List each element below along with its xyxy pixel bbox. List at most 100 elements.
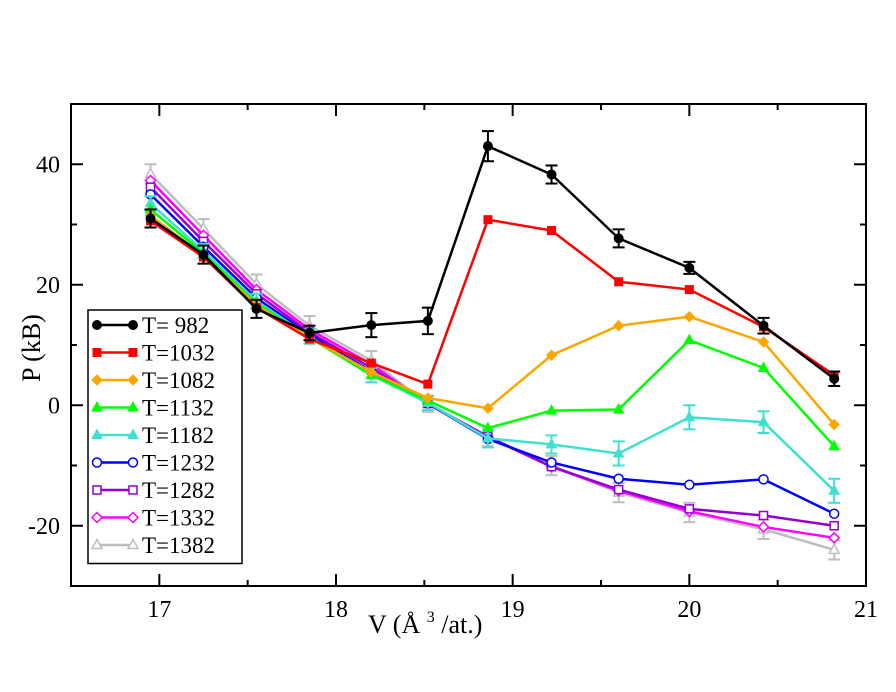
data-point bbox=[612, 446, 625, 458]
data-point bbox=[683, 410, 696, 422]
data-point bbox=[423, 379, 433, 389]
series-1232 bbox=[145, 189, 840, 519]
legend-label: T=1282 bbox=[142, 478, 215, 503]
data-point bbox=[612, 320, 625, 332]
y-tick-label: 40 bbox=[36, 152, 60, 178]
legend-label: T=1382 bbox=[142, 533, 215, 558]
data-point bbox=[482, 402, 494, 414]
data-point bbox=[545, 349, 558, 361]
legend-swatch-marker bbox=[90, 511, 104, 524]
legend-swatch-marker bbox=[128, 485, 138, 495]
data-point bbox=[758, 320, 769, 331]
data-point bbox=[613, 484, 624, 495]
x-tick-label: 20 bbox=[677, 597, 701, 623]
series-line bbox=[149, 173, 835, 552]
data-point bbox=[684, 285, 694, 295]
x-axis-label-tail: /at.) bbox=[441, 610, 482, 639]
series-1082 bbox=[144, 209, 840, 431]
x-axis-label: V (Å 3 /at.) bbox=[368, 599, 482, 639]
data-point bbox=[482, 421, 494, 433]
series-1132 bbox=[144, 202, 841, 451]
data-point bbox=[828, 418, 840, 431]
series-line bbox=[149, 144, 835, 380]
data-point bbox=[422, 315, 433, 326]
legend-swatch-marker bbox=[128, 320, 138, 330]
data-point bbox=[366, 320, 377, 331]
x-tick-label: 19 bbox=[501, 597, 525, 623]
data-point bbox=[145, 213, 156, 224]
data-point bbox=[757, 361, 770, 372]
legend-entry: T=1332 bbox=[90, 506, 215, 531]
y-tick-label: -20 bbox=[28, 514, 60, 540]
series-1332 bbox=[144, 174, 841, 544]
legend-label: T=1332 bbox=[142, 506, 215, 531]
series-line bbox=[149, 208, 836, 448]
legend-swatch-marker bbox=[91, 400, 103, 412]
data-point bbox=[613, 473, 624, 485]
series-982 bbox=[144, 130, 841, 387]
data-point bbox=[251, 303, 262, 314]
data-point bbox=[483, 215, 493, 225]
legend-swatch-marker bbox=[127, 400, 139, 412]
legend-swatch-marker bbox=[92, 485, 102, 495]
data-point bbox=[365, 366, 378, 378]
legend-swatch-marker bbox=[126, 511, 140, 524]
series-line bbox=[149, 202, 836, 492]
data-point bbox=[684, 479, 695, 491]
data-point bbox=[366, 358, 376, 368]
y-axis-label: P (kB) bbox=[17, 314, 46, 382]
data-point bbox=[828, 439, 841, 451]
legend-entry: T=1182 bbox=[91, 423, 214, 448]
data-point bbox=[684, 262, 695, 273]
x-tick-label: 17 bbox=[147, 597, 171, 623]
plot-area bbox=[144, 130, 841, 561]
series-line bbox=[149, 214, 836, 426]
legend-swatch-marker bbox=[127, 428, 139, 439]
data-point bbox=[546, 169, 557, 180]
series-line bbox=[149, 193, 835, 515]
data-point bbox=[828, 484, 841, 495]
data-point bbox=[757, 415, 770, 427]
data-point bbox=[545, 437, 558, 449]
data-point bbox=[684, 504, 695, 514]
data-point bbox=[612, 402, 625, 414]
data-point bbox=[758, 510, 769, 521]
data-point bbox=[828, 531, 841, 544]
legend-swatch-marker bbox=[91, 457, 103, 468]
legend-swatch-marker bbox=[92, 320, 102, 330]
data-point bbox=[546, 457, 557, 468]
legend-entry: T=1132 bbox=[91, 396, 214, 421]
data-point bbox=[614, 277, 624, 287]
legend-label: T= 982 bbox=[142, 313, 209, 338]
legend-swatch-marker bbox=[127, 457, 139, 468]
legend-entry: T=1032 bbox=[92, 341, 215, 366]
legend-label: T=1032 bbox=[142, 341, 215, 366]
axis-ticks: 17 18 19 20 21 -20 0 20 40 bbox=[28, 103, 878, 623]
legend-swatch-marker bbox=[128, 348, 138, 357]
x-axis-label-superscript: 3 bbox=[427, 609, 435, 626]
legend-entry: T=1232 bbox=[91, 451, 215, 476]
data-point bbox=[829, 521, 839, 531]
legend-entry: T=1082 bbox=[91, 368, 215, 393]
data-point bbox=[482, 141, 493, 152]
data-point bbox=[683, 333, 696, 345]
data-point bbox=[828, 508, 840, 519]
y-tick-label: 20 bbox=[36, 273, 60, 299]
series-1182 bbox=[144, 195, 841, 504]
legend-entry: T=1382 bbox=[90, 533, 215, 558]
legend-swatch-marker bbox=[91, 374, 103, 386]
legend-swatch-marker bbox=[91, 428, 103, 439]
legend-label: T=1232 bbox=[142, 451, 215, 476]
x-axis-label-main: V (Å bbox=[368, 610, 420, 639]
data-point bbox=[827, 542, 841, 555]
data-point bbox=[757, 336, 770, 348]
legend-entry: T= 982 bbox=[92, 313, 209, 338]
y-tick-label: 0 bbox=[48, 393, 60, 419]
x-tick-label: 21 bbox=[854, 597, 878, 623]
data-point bbox=[304, 327, 315, 338]
data-point bbox=[758, 474, 769, 485]
data-point bbox=[757, 520, 770, 534]
x-tick-label: 18 bbox=[324, 597, 348, 623]
